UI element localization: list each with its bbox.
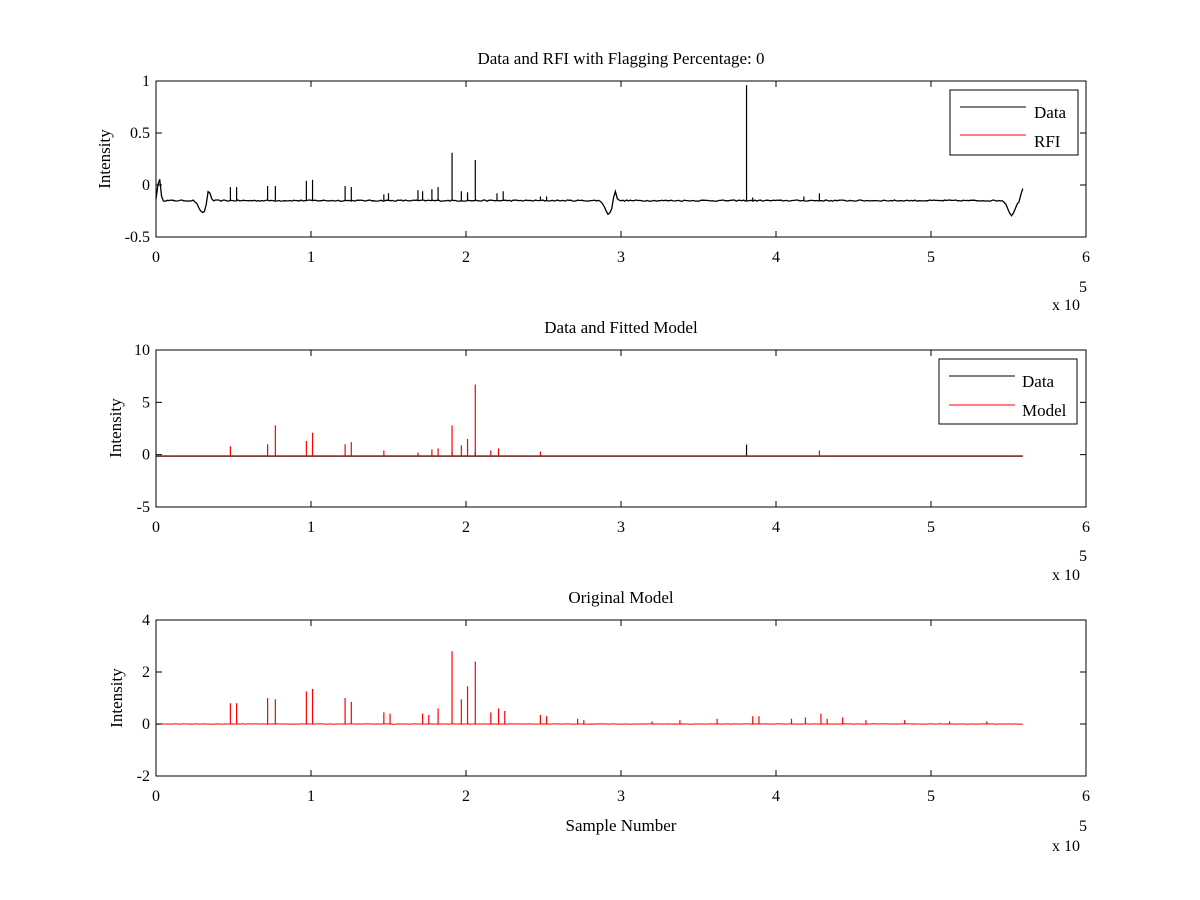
panel-2-legend-label-model: Model (1022, 401, 1067, 420)
panel-2-y-ticks: -5 0 5 10 (134, 342, 1086, 516)
x-tick-label: 4 (772, 519, 780, 536)
panel-2-legend: Data Model (938, 358, 1078, 425)
panel-3-title: Original Model (568, 588, 674, 607)
x-tick-label: 3 (617, 519, 625, 536)
panel-1-plot-area (155, 85, 1024, 217)
panel-3-axes-box (155, 619, 1087, 777)
panel-3-x-ticks: 0 1 2 3 4 5 6 (152, 620, 1090, 805)
y-tick-label: 0.5 (130, 125, 150, 142)
y-tick-label: 10 (134, 342, 150, 359)
x-tick-label: 2 (462, 249, 470, 266)
y-tick-label: 4 (142, 612, 150, 629)
panel-2-plot-area (155, 384, 1023, 457)
x-tick-label: 0 (152, 519, 160, 536)
x-tick-label: 6 (1082, 519, 1090, 536)
y-tick-label: 0 (142, 716, 150, 733)
y-tick-label: 2 (142, 664, 150, 681)
y-tick-label: 1 (142, 73, 150, 90)
x-tick-label: 1 (307, 788, 315, 805)
panel-2-x-exponent: x 10 (1052, 567, 1080, 584)
panel-1-x-ticks: 0 1 2 3 4 5 6 (152, 81, 1090, 266)
x-tick-label: 5 (927, 788, 935, 805)
x-tick-label: 0 (152, 788, 160, 805)
panel-2-title: Data and Fitted Model (544, 318, 698, 337)
panel-1-legend-box (949, 89, 1079, 156)
y-tick-label: -0.5 (125, 229, 150, 246)
panel-2-x-ticks: 0 1 2 3 4 5 6 (152, 350, 1090, 536)
x-tick-label: 4 (772, 788, 780, 805)
x-tick-label: 1 (307, 519, 315, 536)
series-line-data (155, 179, 1024, 217)
panel-1-legend-label-data: Data (1034, 103, 1067, 122)
panel-1-x-exponent: x 10 (1052, 297, 1080, 314)
x-tick-label: 2 (462, 519, 470, 536)
x-tick-label: 3 (617, 788, 625, 805)
panel-1-y-ticks: -0.5 0 0.5 1 (125, 73, 1086, 246)
panel-3-y-ticks: -2 0 2 4 (137, 612, 1086, 785)
y-tick-label: -5 (137, 499, 150, 516)
panel-3-x-exponent-power: 5 (1079, 818, 1087, 835)
panel-1-title: Data and RFI with Flagging Percentage: 0 (477, 49, 764, 68)
panel-1-y-label: Intensity (95, 129, 114, 189)
panel-2-y-label: Intensity (106, 398, 125, 458)
panel-1-legend-label-rfi: RFI (1034, 132, 1061, 151)
panel-1-legend: Data RFI (949, 89, 1079, 156)
panel-2-x-exponent-power: 5 (1079, 548, 1087, 565)
x-tick-label: 1 (307, 249, 315, 266)
x-tick-label: 5 (927, 519, 935, 536)
panel-2-legend-box (938, 358, 1078, 425)
panel-2-legend-label-data: Data (1022, 372, 1055, 391)
y-tick-label: 0 (142, 447, 150, 464)
panel-3-y-label: Intensity (107, 668, 126, 728)
panel-1-x-exponent-power: 5 (1079, 279, 1087, 296)
panel-1-axes-box (155, 80, 1087, 238)
panel-3-x-label: Sample Number (566, 816, 677, 835)
y-tick-label: 0 (142, 177, 150, 194)
panel-3-plot-area (155, 651, 1023, 725)
x-tick-label: 5 (927, 249, 935, 266)
x-tick-label: 2 (462, 788, 470, 805)
x-tick-label: 3 (617, 249, 625, 266)
panel-1: Data and RFI with Flagging Percentage: 0… (95, 49, 1090, 314)
x-tick-label: 6 (1082, 788, 1090, 805)
x-tick-label: 4 (772, 249, 780, 266)
y-tick-label: 5 (142, 394, 150, 411)
panel-3-x-exponent: x 10 (1052, 838, 1080, 855)
y-tick-label: -2 (137, 768, 150, 785)
x-tick-label: 0 (152, 249, 160, 266)
x-tick-label: 6 (1082, 249, 1090, 266)
